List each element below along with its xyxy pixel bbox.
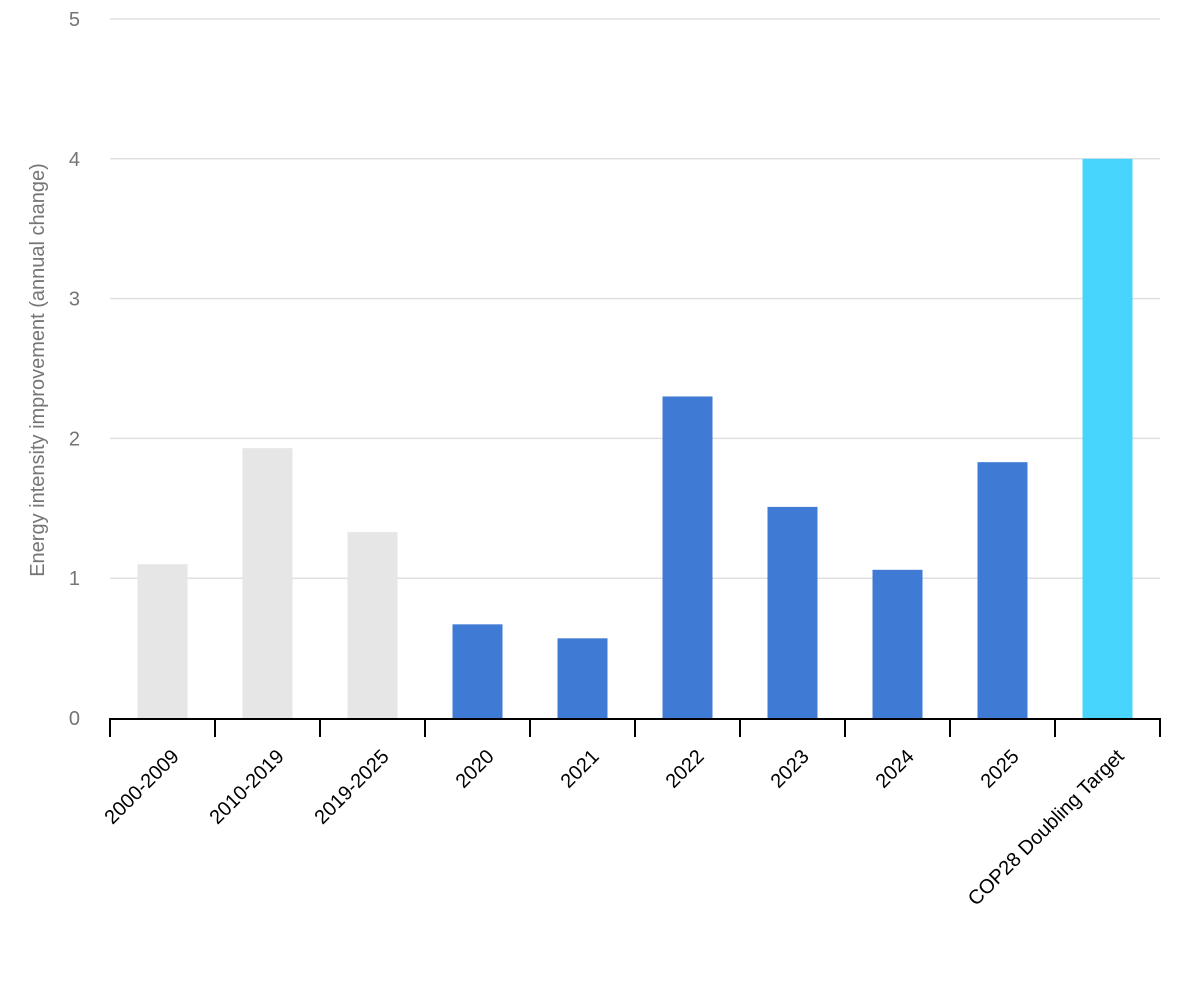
bar-2000-2009 [137, 564, 188, 718]
x-axis-ticks: 2000-2009 2010-2019 2019-2025 2020 2021 2022 2… [100, 745, 1129, 910]
x-tick-label: 2021 [557, 746, 604, 793]
bar-2025 [977, 462, 1028, 718]
y-tick-label: 2 [69, 428, 80, 450]
x-tick-label: 2022 [662, 746, 709, 793]
y-axis-title: Energy intensity improvement (annual cha… [27, 163, 49, 577]
x-tick-label: 2019-2025 [310, 746, 393, 829]
x-tick-label: 2023 [767, 746, 814, 793]
bar-2021 [557, 638, 608, 718]
y-tick-label: 4 [69, 149, 80, 171]
bar-2023 [767, 506, 818, 718]
x-tick-label: 2024 [872, 746, 919, 793]
y-axis-ticks: 0 1 2 3 4 5 [69, 9, 80, 730]
bar-2022 [662, 396, 713, 718]
bar-2010-2019 [242, 448, 293, 718]
x-tick-label: 2025 [977, 746, 1024, 793]
bar-2024 [872, 569, 923, 718]
x-tick-label: 2000-2009 [100, 746, 183, 829]
bar-2020 [452, 624, 503, 718]
x-tick-label: 2010-2019 [205, 746, 288, 829]
bar-cop28-doubling-target [1082, 158, 1133, 719]
y-tick-label: 5 [69, 9, 80, 31]
bars [137, 158, 1133, 719]
x-tick-label: 2020 [452, 746, 499, 793]
y-tick-label: 0 [69, 708, 80, 730]
x-axis [109, 718, 1161, 737]
y-tick-label: 1 [69, 568, 80, 590]
y-tick-label: 3 [69, 289, 80, 311]
bar-2019-2025 [347, 532, 398, 718]
